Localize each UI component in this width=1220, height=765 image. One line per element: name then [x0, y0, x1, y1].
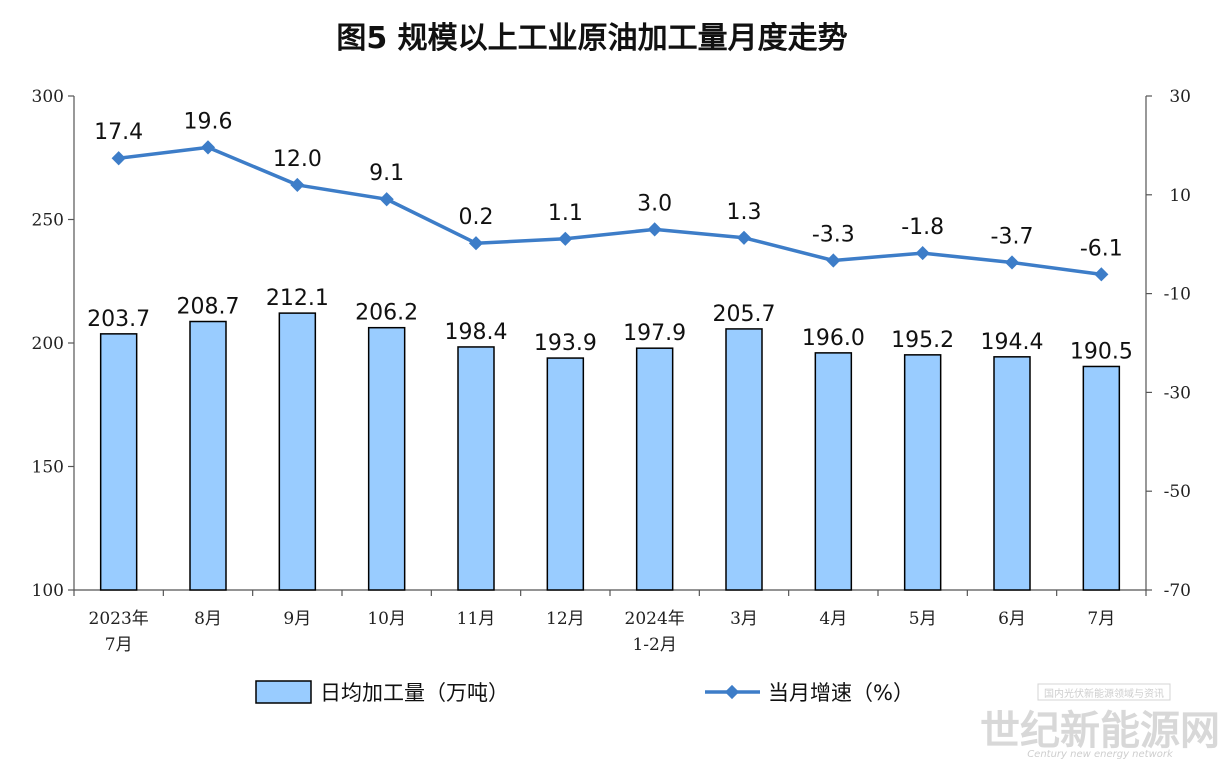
bar-data-label: 212.1	[266, 286, 329, 311]
x-tick-label: 4月	[819, 609, 847, 629]
line-data-label: 9.1	[369, 161, 404, 186]
bar	[99, 333, 138, 591]
y-right-tick-label: -70	[1164, 581, 1191, 601]
line-data-label: -6.1	[1080, 236, 1123, 261]
x-tick-label: 1-2月	[632, 635, 676, 655]
bar-data-label: 190.5	[1070, 339, 1133, 364]
bar-data-label: 196.0	[802, 326, 865, 351]
chart-title: 图5 规模以上工业原油加工量月度走势	[336, 21, 847, 56]
bar	[367, 326, 406, 591]
growth-line	[118, 145, 1102, 277]
bar-data-label: 206.2	[355, 301, 418, 326]
y-right-tick-label: -50	[1164, 482, 1191, 502]
line-data-label: 19.6	[184, 109, 233, 134]
bar	[814, 352, 853, 591]
line-point	[111, 151, 126, 166]
bar	[993, 356, 1031, 591]
watermark-tagline: 国内光伏新能源领域与资讯	[1044, 687, 1164, 700]
bar-data-label: 203.7	[87, 307, 150, 332]
bar	[278, 312, 317, 591]
line-point	[736, 230, 752, 245]
y-right-tick-label: -10	[1164, 285, 1191, 305]
line-data-label: 17.4	[94, 120, 143, 145]
line-data-label: -3.7	[991, 224, 1034, 249]
x-tick-label: 3月	[730, 609, 758, 629]
bar	[725, 328, 763, 591]
line-point	[290, 177, 305, 192]
x-tick-label: 11月	[457, 609, 496, 629]
x-tick-label: 10月	[367, 609, 406, 629]
line-data-label: 0.2	[459, 205, 494, 230]
line-point	[558, 231, 573, 246]
bar	[635, 347, 674, 591]
line-data-label: 1.1	[548, 201, 583, 226]
bar-data-label: 197.9	[623, 321, 686, 346]
legend: 日均加工量（万吨） 当月增速（%）	[255, 680, 914, 705]
bar	[903, 354, 942, 591]
line-data-label: 1.3	[727, 200, 762, 225]
bar	[546, 357, 585, 591]
y-left-tick-label: 250	[32, 211, 64, 231]
x-tick-label: 7月	[1087, 609, 1115, 629]
legend-bar-swatch	[255, 680, 312, 704]
x-tick-label: 6月	[998, 609, 1026, 629]
bar	[457, 346, 495, 591]
line-data-label: -1.8	[901, 215, 944, 240]
bar-data-label: 195.2	[891, 328, 954, 353]
line-point	[647, 222, 662, 237]
line-data-label: 12.0	[273, 147, 322, 172]
y-right-tick-label: 10	[1169, 186, 1191, 206]
x-tick-label: 8月	[194, 609, 222, 629]
line-point	[826, 253, 841, 268]
bar-data-label: 193.9	[534, 331, 597, 356]
line-point	[379, 192, 394, 207]
y-left-tick-label: 100	[32, 581, 64, 601]
line-point	[1094, 267, 1109, 282]
bars-layer	[99, 312, 1121, 591]
x-tick-label: 5月	[909, 609, 937, 629]
line-data-label: 3.0	[637, 191, 672, 216]
line-point	[200, 140, 216, 155]
y-left-tick-label: 150	[32, 458, 64, 478]
line-point	[915, 246, 930, 261]
watermark-tagline-box	[1037, 683, 1171, 701]
x-tick-label: 2023年	[89, 609, 149, 629]
watermark: 国内光伏新能源领域与资讯 世纪新能源网 Century new energy n…	[980, 683, 1220, 760]
bar-data-label: 208.7	[177, 295, 240, 320]
line-point	[468, 236, 484, 251]
labels-layer: 203.7 208.7 212.1 206.2 198.4 193.9 197.9 205.7…	[87, 109, 1133, 364]
bar	[1082, 365, 1121, 591]
x-tick-label: 7月	[105, 635, 133, 655]
y-right-tick-label: -30	[1164, 383, 1191, 403]
legend-line-marker	[724, 684, 740, 700]
y-left-tick-label: 200	[32, 334, 64, 354]
line-data-label: -3.3	[812, 223, 855, 248]
bar-data-label: 194.4	[981, 330, 1044, 355]
line-layer	[111, 140, 1109, 282]
watermark-logo: 世纪新能源网	[980, 708, 1220, 754]
y-right-tick-label: 30	[1169, 87, 1191, 107]
bar-data-label: 198.4	[445, 320, 508, 345]
x-tick-label: 9月	[283, 609, 311, 629]
legend-bar-label: 日均加工量（万吨）	[320, 681, 509, 705]
y-left-tick-label: 300	[32, 87, 64, 107]
line-point	[1004, 255, 1020, 270]
bar	[189, 320, 227, 591]
legend-line-label: 当月增速（%）	[768, 681, 914, 705]
x-tick-label: 12月	[546, 609, 585, 629]
watermark-english: Century new energy network	[1027, 749, 1174, 760]
x-tick-label: 2024年	[625, 609, 685, 629]
axes-layer: 100 150 200 250 300 -70 -50 -30 -10 10 30 2023年 7月 8月…	[32, 87, 1191, 655]
bar-data-label: 205.7	[713, 302, 776, 327]
